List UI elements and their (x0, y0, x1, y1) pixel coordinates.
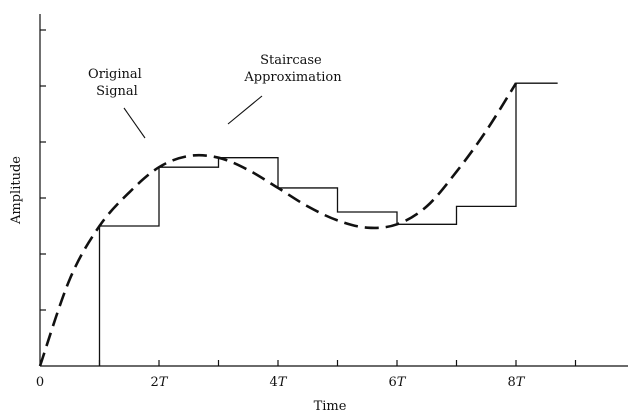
annotation-leaders (123, 95, 263, 139)
staircase-path (98, 82, 558, 366)
x-tick-label: 2T (151, 375, 169, 390)
original-signal-annotation: Original Signal (88, 67, 146, 99)
y-ticks (40, 29, 46, 311)
x-tick-label-T: T (397, 375, 407, 390)
x-tick-label-T: T (278, 375, 288, 390)
original-signal-leader (123, 107, 146, 139)
x-tick-label-T: T (159, 375, 169, 390)
x-axis-label: Time (314, 399, 347, 414)
x-tick-label: 6T (389, 375, 407, 390)
x-tick-label: 4T (270, 375, 288, 390)
staircase-annotation: Staircase Approximation (243, 53, 342, 85)
x-tick-label: 0 (36, 375, 44, 390)
x-ticks: 0 2T 4T 6T 8T (36, 360, 577, 390)
staircase-approximation (98, 82, 558, 366)
original-signal-curve (38, 82, 518, 367)
y-axis-label: Amplitude (9, 156, 24, 225)
x-tick-label: 8T (508, 375, 526, 390)
x-tick-label-T: T (516, 375, 526, 390)
staircase-leader (227, 95, 263, 125)
axes (39, 14, 628, 367)
